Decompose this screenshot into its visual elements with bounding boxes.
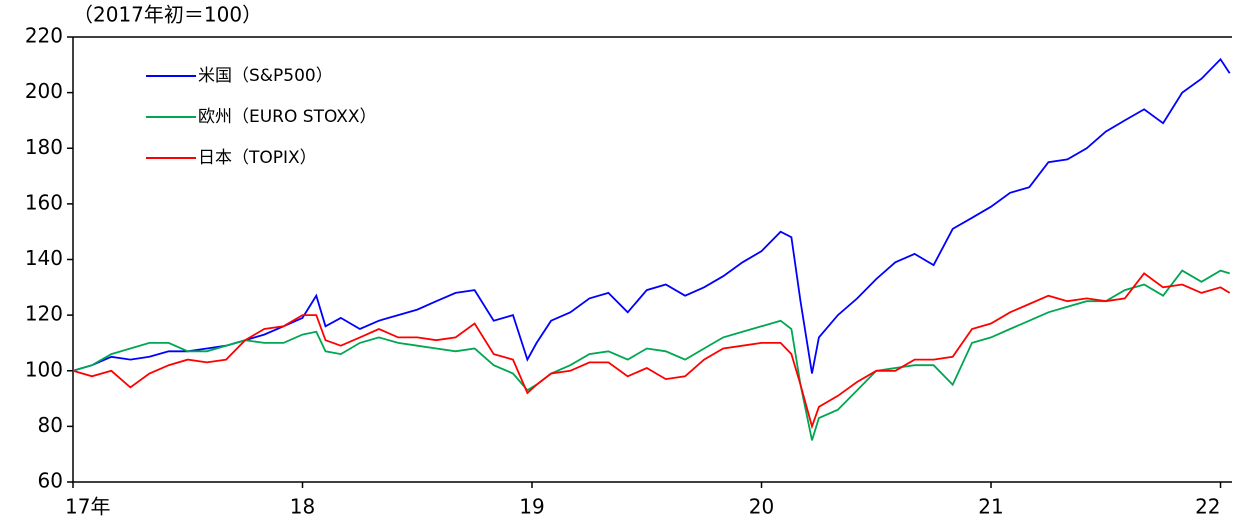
y-tick-label: 140 (25, 246, 63, 270)
x-tick-label: 20 (749, 495, 774, 519)
series-line (72, 57, 1231, 374)
legend: 米国（S&P500） 欧州（EURO STOXX） 日本（TOPIX） (146, 66, 377, 168)
x-tick-label: 21 (978, 495, 1003, 519)
series-line (72, 269, 1230, 441)
y-tick-label: 220 (25, 24, 63, 48)
y-tick-label: 200 (25, 79, 63, 103)
y-tick-label: 120 (25, 302, 63, 326)
x-tick-label: 22 (1195, 495, 1220, 519)
x-tick-label: 17年 (65, 495, 110, 519)
legend-label: 日本（TOPIX） (198, 148, 317, 168)
y-axis-label: （2017年初＝100） (73, 3, 262, 27)
legend-label: 米国（S&P500） (198, 66, 333, 86)
series-line (72, 272, 1231, 430)
y-tick-label: 100 (25, 357, 63, 381)
legend-label: 欧州（EURO STOXX） (198, 107, 377, 127)
y-tick-label: 160 (25, 190, 63, 214)
y-tick-label: 80 (38, 413, 63, 437)
y-tick-label: 60 (38, 469, 63, 493)
x-tick-label: 19 (519, 495, 544, 519)
y-tick-label: 180 (25, 135, 63, 159)
x-tick-label: 18 (290, 495, 315, 519)
